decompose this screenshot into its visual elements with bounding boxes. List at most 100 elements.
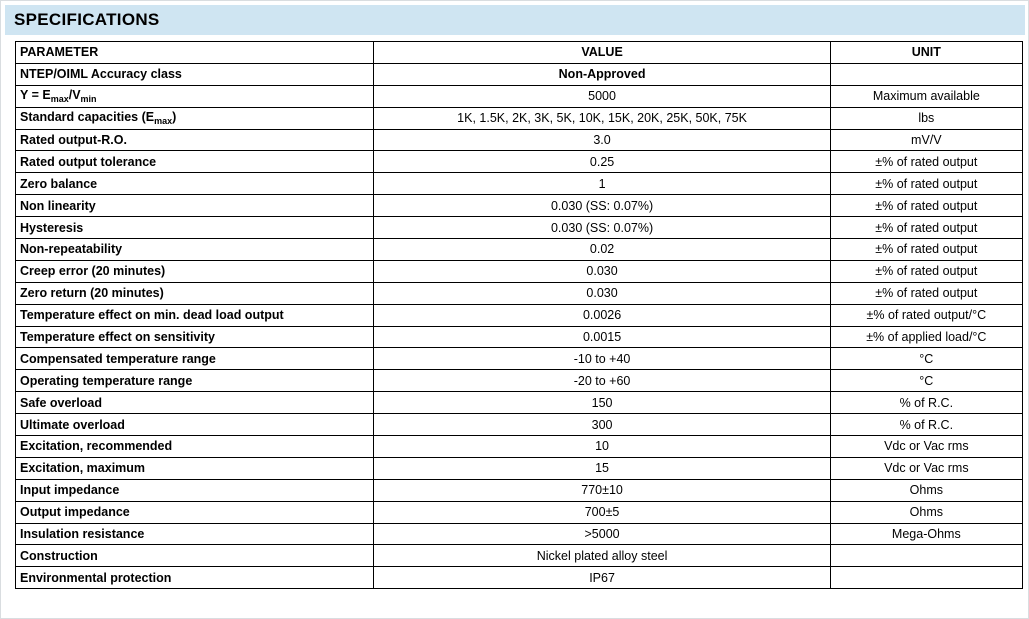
page-title: SPECIFICATIONS (14, 10, 160, 29)
cell-value: 0.030 (373, 281, 831, 305)
cell-unit: ±% of rated output (829, 172, 1024, 196)
table-row: Excitation, recommended 10 Vdc or Vac rms (14, 435, 1024, 458)
cell-value: >5000 (373, 522, 831, 546)
cell-value: -10 to +40 (373, 347, 831, 371)
cell-unit (829, 544, 1024, 568)
table-row: Temperature effect on sensitivity 0.0015 ±… (14, 325, 1024, 349)
cell-unit: Mega-Ohms (829, 522, 1024, 546)
cell-unit: ±% of rated output/°C (829, 303, 1024, 327)
cell-parameter: Y = Emax/Vmin (14, 84, 375, 108)
table-row: Operating temperature range -20 to +60 °C (14, 369, 1024, 393)
cell-unit: % of R.C. (829, 391, 1024, 415)
cell-parameter: Operating temperature range (14, 369, 375, 393)
cell-parameter: Excitation, maximum (14, 456, 375, 480)
table-row: Rated output-R.O. 3.0 mV/V (14, 128, 1024, 152)
cell-value: -20 to +60 (373, 369, 831, 393)
cell-value: 15 (373, 456, 831, 480)
cell-value: 0.02 (373, 238, 831, 261)
table-row: Output impedance 700±5 Ohms (14, 500, 1024, 524)
cell-unit: °C (829, 369, 1024, 393)
cell-value: 10 (373, 435, 831, 458)
cell-parameter: Input impedance (14, 478, 375, 502)
cell-parameter: Hysteresis (14, 216, 375, 240)
table-row: Hysteresis 0.030 (SS: 0.07%) ±% of rated o… (14, 216, 1024, 240)
spec-table-body: NTEP/OIML Accuracy class Non-Approved Y = … (14, 62, 1024, 590)
cell-value: 0.25 (373, 150, 831, 174)
cell-parameter: Non linearity (14, 194, 375, 218)
cell-unit: Maximum available (829, 84, 1024, 108)
cell-value: 150 (373, 391, 831, 415)
cell-parameter: Standard capacities (Emax) (14, 106, 375, 130)
cell-unit: ±% of rated output (829, 259, 1024, 283)
table-row: Creep error (20 minutes) 0.030 ±% of rated… (14, 259, 1024, 283)
cell-value: 1 (373, 172, 831, 196)
cell-unit: Vdc or Vac rms (829, 456, 1024, 480)
table-row: Non linearity 0.030 (SS: 0.07%) ±% of rate… (14, 194, 1024, 218)
cell-value: Nickel plated alloy steel (373, 544, 831, 568)
table-row: Environmental protection IP67 (14, 566, 1024, 590)
cell-value: 0.030 (SS: 0.07%) (373, 194, 831, 218)
cell-parameter: NTEP/OIML Accuracy class (14, 62, 375, 86)
table-row: Y = Emax/Vmin 5000 Maximum available (14, 84, 1024, 108)
title-bar: SPECIFICATIONS (5, 5, 1025, 35)
cell-unit: ±% of rated output (829, 216, 1024, 240)
cell-parameter: Zero return (20 minutes) (14, 281, 375, 305)
cell-parameter: Rated output tolerance (14, 150, 375, 174)
cell-parameter: Rated output-R.O. (14, 128, 375, 152)
table-row: Excitation, maximum 15 Vdc or Vac rms (14, 456, 1024, 480)
cell-parameter: Insulation resistance (14, 522, 375, 546)
table-row: Standard capacities (Emax) 1K, 1.5K, 2K, … (14, 106, 1024, 130)
table-row: Ultimate overload 300% of R.C. (14, 413, 1024, 437)
cell-value: Non-Approved (373, 62, 831, 86)
cell-parameter: Compensated temperature range (14, 347, 375, 371)
cell-parameter: Safe overload (14, 391, 375, 415)
cell-value: 0.0026 (373, 303, 831, 327)
cell-value: 5000 (373, 84, 831, 108)
cell-unit: Ohms (829, 500, 1024, 524)
cell-unit: ±% of rated output (829, 281, 1024, 305)
cell-value: 0.030 (373, 259, 831, 283)
table-row: Insulation resistance >5000 Mega-Ohms (14, 522, 1024, 546)
table-row: NTEP/OIML Accuracy class Non-Approved (14, 62, 1024, 86)
specifications-table: PARAMETER VALUE UNIT NTEP/OIML Accuracy … (14, 41, 1024, 590)
cell-parameter: Output impedance (14, 500, 375, 524)
cell-parameter: Zero balance (14, 172, 375, 196)
cell-value: 3.0 (373, 128, 831, 152)
cell-value: 1K, 1.5K, 2K, 3K, 5K, 10K, 15K, 20K, 25K… (373, 106, 831, 130)
table-row: Zero balance 1 ±% of rated output (14, 172, 1024, 196)
table-row: Non-repeatability 0.02 ±% of rated output (14, 238, 1024, 261)
cell-parameter: Temperature effect on sensitivity (14, 325, 375, 349)
cell-unit: ±% of rated output (829, 238, 1024, 261)
cell-unit: ±% of rated output (829, 150, 1024, 174)
cell-value: 770±10 (373, 478, 831, 502)
cell-unit (829, 566, 1024, 590)
cell-unit: lbs (829, 106, 1024, 130)
cell-parameter: Environmental protection (14, 566, 375, 590)
cell-unit: Ohms (829, 478, 1024, 502)
cell-unit: ±% of applied load/°C (829, 325, 1024, 349)
cell-unit: °C (829, 347, 1024, 371)
table-row: Rated output tolerance 0.25 ±% of rated ou… (14, 150, 1024, 174)
cell-value: 700±5 (373, 500, 831, 524)
cell-value: 0.0015 (373, 325, 831, 349)
table-row: Temperature effect on min. dead load out… (14, 303, 1024, 327)
cell-unit: Vdc or Vac rms (829, 435, 1024, 458)
column-header-unit: UNIT (829, 41, 1024, 64)
table-row: Compensated temperature range -10 to +40 °… (14, 347, 1024, 371)
table-row: Zero return (20 minutes) 0.030 ±% of rated… (14, 281, 1024, 305)
cell-parameter: Creep error (20 minutes) (14, 259, 375, 283)
cell-value: IP67 (373, 566, 831, 590)
cell-unit (829, 62, 1024, 86)
column-header-value: VALUE (373, 41, 831, 64)
cell-parameter: Ultimate overload (14, 413, 375, 437)
table-row: Input impedance 770±10 Ohms (14, 478, 1024, 502)
cell-value: 0.030 (SS: 0.07%) (373, 216, 831, 240)
cell-parameter: Non-repeatability (14, 238, 375, 261)
cell-parameter: Excitation, recommended (14, 435, 375, 458)
cell-unit: mV/V (829, 128, 1024, 152)
cell-parameter: Construction (14, 544, 375, 568)
table-header-row: PARAMETER VALUE UNIT (14, 41, 1024, 64)
column-header-parameter: PARAMETER (14, 41, 375, 64)
cell-value: 300 (373, 413, 831, 437)
